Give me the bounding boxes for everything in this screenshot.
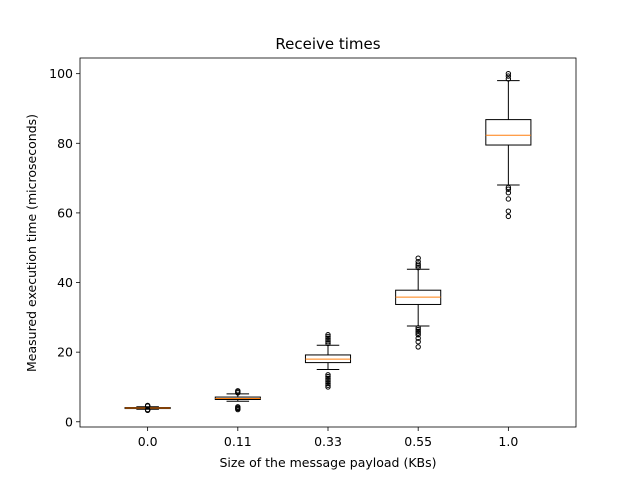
- box-flier: [325, 332, 331, 338]
- box-flier: [415, 332, 421, 338]
- box-flier: [505, 73, 512, 79]
- x-tick-label: 1.0: [498, 434, 518, 449]
- box-flier: [505, 208, 512, 214]
- y-tick-label: 80: [57, 136, 73, 151]
- x-tick-label: 0.11: [224, 434, 252, 449]
- box-flier: [325, 382, 331, 388]
- box-flier: [325, 339, 331, 345]
- y-axis-label: Measured execution time (microseconds): [24, 114, 39, 372]
- x-tick-label: 0.33: [314, 434, 342, 449]
- box-flier: [325, 337, 331, 343]
- box-flier: [415, 261, 421, 267]
- x-tick-label: 0.55: [404, 434, 432, 449]
- box-flier: [415, 330, 421, 336]
- y-tick-label: 0: [65, 414, 73, 429]
- plot-area: 0 20 40 60 80 100 0.0 0.11 0.33 0.55 1.0: [49, 57, 577, 449]
- box-flier: [415, 335, 421, 341]
- box-flier: [415, 258, 421, 265]
- box-flier: [325, 340, 331, 347]
- chart-title: Receive times: [275, 35, 380, 53]
- box-flier: [235, 404, 241, 410]
- box-flier: [235, 388, 241, 394]
- box-flier: [325, 373, 331, 380]
- box-iqr: [485, 119, 532, 146]
- box-flier: [325, 377, 331, 383]
- box-flier: [325, 375, 331, 381]
- box-flier: [415, 264, 421, 271]
- box-flier: [505, 76, 512, 82]
- x-tick-label: 0.0: [138, 434, 158, 449]
- y-tick-label: 20: [57, 345, 73, 360]
- box-flier: [415, 339, 421, 345]
- box-flier: [505, 196, 512, 202]
- box-flier: [415, 326, 421, 333]
- axes-frame: [79, 57, 577, 428]
- box-flier: [325, 380, 331, 387]
- y-tick-label: 100: [49, 66, 73, 81]
- y-tick-label: 40: [57, 275, 73, 290]
- box-flier: [415, 255, 421, 261]
- y-tick-label: 60: [57, 205, 73, 220]
- box-flier: [505, 70, 512, 77]
- box-flier: [505, 213, 512, 220]
- x-axis-label: Size of the message payload (KBs): [219, 455, 436, 470]
- box-flier: [325, 335, 331, 341]
- box-flier: [144, 402, 151, 409]
- box-flier: [505, 184, 512, 191]
- box-flier: [415, 328, 421, 334]
- box-flier: [415, 325, 421, 331]
- box-flier: [415, 344, 421, 350]
- box-flier: [325, 372, 331, 378]
- box-flier: [325, 379, 331, 385]
- box-flier: [325, 384, 331, 390]
- box-flier: [505, 190, 512, 196]
- box-flier: [325, 333, 331, 340]
- box-flier: [505, 186, 512, 192]
